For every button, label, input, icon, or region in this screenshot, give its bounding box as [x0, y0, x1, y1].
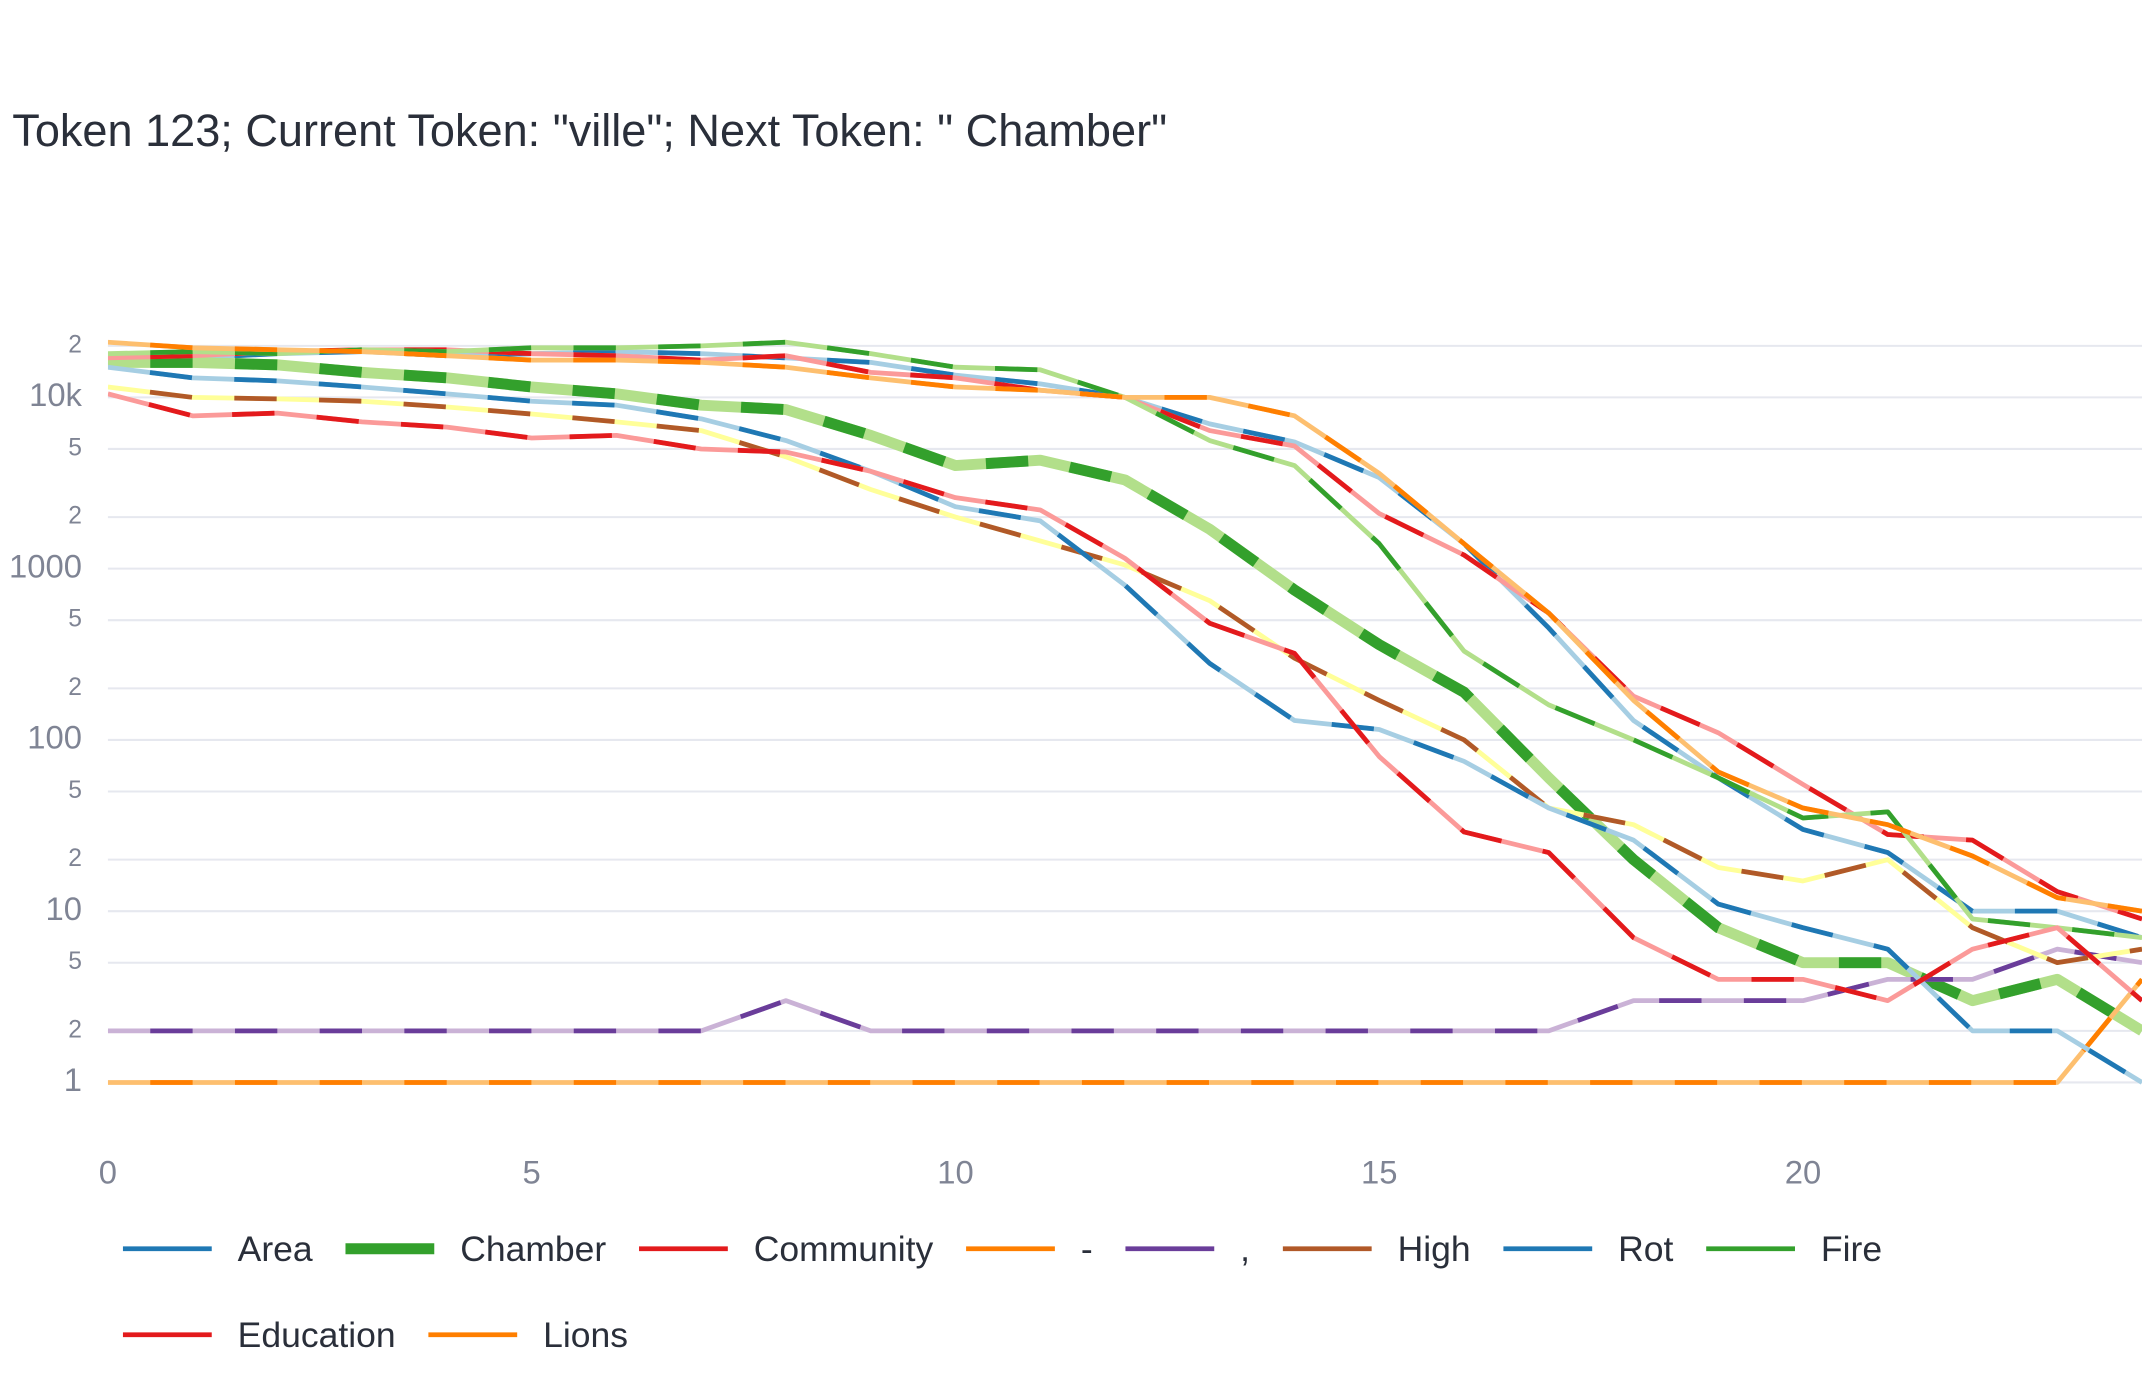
- series-line: [107, 339, 2142, 941]
- y-tick-label: 5: [68, 948, 82, 975]
- series-line: [107, 339, 2142, 941]
- plot-area: [107, 339, 2142, 1085]
- y-tick-label: 2: [68, 674, 82, 701]
- series-line: [107, 391, 2142, 1004]
- y-tick-label: 2: [68, 503, 82, 530]
- chart-title: Token 123; Current Token: "ville"; Next …: [12, 105, 1167, 156]
- series-line: [107, 349, 2142, 940]
- x-tick-label: 0: [99, 1154, 117, 1191]
- x-tick-label: 20: [1785, 1154, 1821, 1191]
- series-line: [107, 946, 2142, 1034]
- legend: Area Chamber Community -, High Rot Fire Educati…: [122, 1229, 1882, 1355]
- y-tick-label: 5: [68, 777, 82, 804]
- series-line: [107, 384, 2142, 966]
- legend-label: High: [1398, 1229, 1471, 1269]
- series-line: [107, 339, 2142, 914]
- y-tick-label: 5: [68, 434, 82, 461]
- legend-label: Community: [754, 1229, 934, 1269]
- y-tick-label: 2: [68, 1016, 82, 1043]
- series-line: [107, 356, 2142, 1036]
- y-tick-label: 5: [68, 606, 82, 633]
- y-tick-label: 2: [68, 845, 82, 872]
- legend-label: Education: [238, 1315, 396, 1355]
- series-line: [107, 349, 2142, 940]
- series-line: [107, 347, 2142, 922]
- series-line: [107, 977, 2142, 1085]
- y-tick-label: 10k: [29, 376, 82, 413]
- legend-label: Fire: [1821, 1229, 1882, 1269]
- series-line: [107, 384, 2142, 966]
- legend-label: Area: [238, 1229, 313, 1269]
- legend-label: Lions: [543, 1315, 628, 1355]
- legend-label: -: [1081, 1229, 1093, 1269]
- series-line: [107, 356, 2142, 1036]
- legend-label: Rot: [1618, 1229, 1673, 1269]
- y-tick-label: 2: [68, 331, 82, 358]
- series-line: [107, 347, 2142, 922]
- x-tick-label: 10: [937, 1154, 973, 1191]
- y-tick-label: 100: [27, 719, 82, 756]
- x-tick-label: 5: [523, 1154, 541, 1191]
- x-tick-label: 15: [1361, 1154, 1397, 1191]
- y-tick-label: 10: [46, 890, 82, 927]
- series-line: [107, 339, 2142, 914]
- y-tick-label: 1000: [9, 547, 82, 584]
- legend-label: ,: [1240, 1229, 1250, 1269]
- legend-label: Chamber: [460, 1229, 606, 1269]
- y-tick-label: 1: [64, 1061, 82, 1098]
- series-line: [107, 364, 2142, 1085]
